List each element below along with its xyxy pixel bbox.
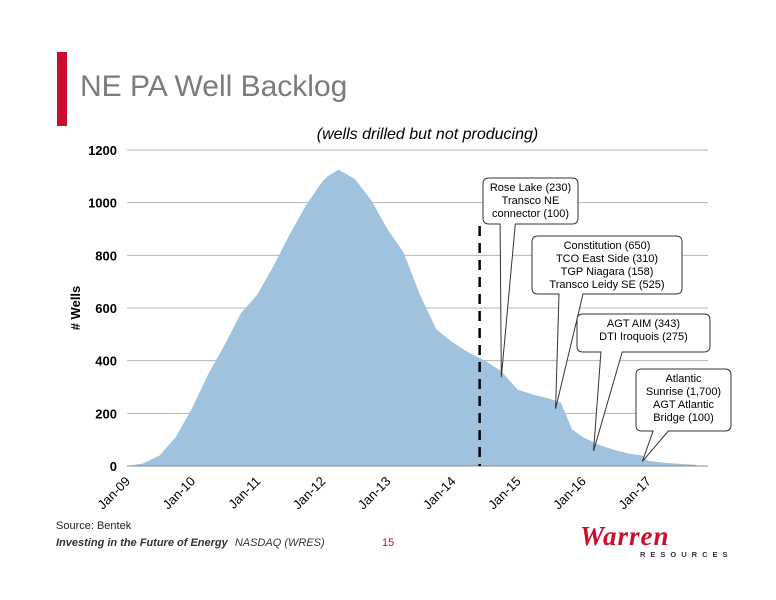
callout-text: Transco NE <box>502 195 560 207</box>
x-tick-label: Jan-12 <box>290 474 329 513</box>
page-number: 15 <box>382 537 395 549</box>
x-tick-label: Jan-17 <box>615 474 654 513</box>
x-tick-label: Jan-13 <box>355 474 394 513</box>
y-tick-label: 1000 <box>88 196 117 211</box>
callout-text: Sunrise (1,700) <box>646 386 721 398</box>
callout-box <box>531 235 683 409</box>
footer: Investing in the Future of Energy NASDAQ… <box>56 537 325 549</box>
title-accent-bar <box>57 52 67 126</box>
callout-text: AGT AIM (343) <box>607 318 680 330</box>
callout-text: Transco Leidy SE (525) <box>549 279 664 291</box>
callout-text: AGT Atlantic <box>653 399 714 411</box>
x-tick-label: Jan-15 <box>485 474 524 513</box>
logo-subtext: RESOURCES <box>640 550 733 559</box>
company-logo: Warren RESOURCES <box>580 521 733 560</box>
x-tick-label: Jan-14 <box>420 474 459 513</box>
source-note: Source: Bentek <box>56 520 132 532</box>
x-tick-label: Jan-11 <box>225 474 263 512</box>
y-tick-label: 0 <box>110 459 117 474</box>
callout-text: Constitution (650) <box>564 240 651 252</box>
callout-box <box>576 313 711 452</box>
callout-text: connector (100) <box>492 208 569 220</box>
x-tick-label: Jan-10 <box>160 474 199 513</box>
y-tick-label: 200 <box>95 406 117 421</box>
callout: AGT AIM (343)DTI Iroquois (275) <box>576 313 711 452</box>
callout-box <box>635 368 732 462</box>
y-axis-title: # Wells <box>68 286 83 331</box>
slide-title: NE PA Well Backlog <box>80 70 348 103</box>
logo-word: Warren <box>580 521 670 551</box>
callout-box <box>482 177 579 378</box>
callout-text: Bridge (100) <box>653 412 714 424</box>
x-tick-label: Jan-09 <box>94 474 133 513</box>
area-layer <box>127 169 697 467</box>
y-tick-label: 600 <box>95 301 117 316</box>
footer-ticker: NASDAQ (WRES) <box>234 537 325 549</box>
y-tick-label: 1200 <box>88 143 117 158</box>
chart-title: (wells drilled but not producing) <box>317 126 538 143</box>
callout-text: TCO East Side (310) <box>556 253 658 265</box>
callout-text: Atlantic <box>665 373 702 385</box>
callout-text: TGP Niagara (158) <box>561 266 654 278</box>
backlog-area <box>127 169 697 467</box>
callout-text: DTI Iroquois (275) <box>599 331 688 343</box>
callout-text: Rose Lake (230) <box>490 182 571 194</box>
callout: Constitution (650)TCO East Side (310)TGP… <box>531 235 683 409</box>
y-tick-label: 800 <box>95 248 117 263</box>
y-tick-label: 400 <box>95 354 117 369</box>
x-tick-label: Jan-16 <box>550 474 589 513</box>
footer-tagline: Investing in the Future of Energy <box>56 537 228 549</box>
